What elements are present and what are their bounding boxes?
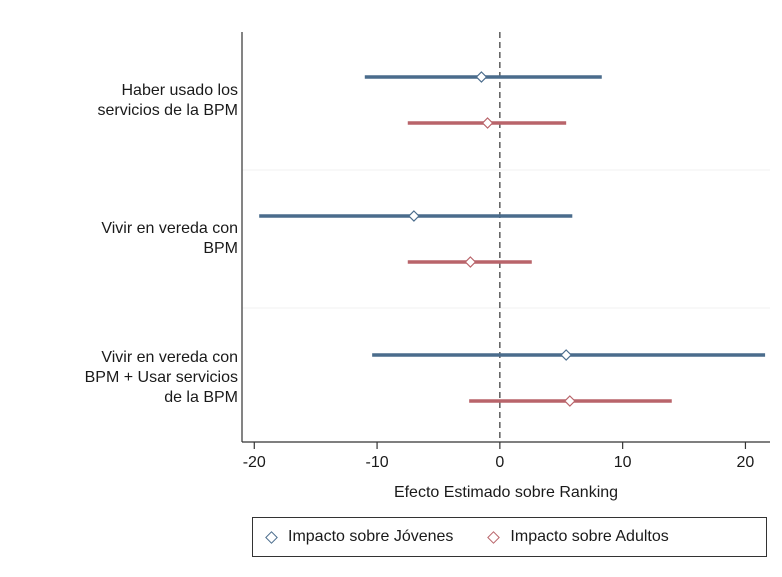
x-tick-label-0: -20 xyxy=(243,454,266,471)
estimate-marker-jovenes-1 xyxy=(475,71,488,83)
estimate-marker-adultos-2 xyxy=(464,256,477,268)
x-tick-label-2: 0 xyxy=(495,454,504,471)
legend-label-adultos: Impacto sobre Adultos xyxy=(510,528,669,545)
estimate-marker-adultos-1 xyxy=(481,117,494,129)
x-tick-label-3: 10 xyxy=(614,454,632,471)
legend-item-adultos: Impacto sobre Adultos xyxy=(487,528,669,546)
estimate-marker-adultos-3 xyxy=(564,395,576,407)
legend-marker-jovenes xyxy=(265,530,278,544)
estimate-marker-jovenes-2 xyxy=(408,210,420,222)
x-tick-label-1: -10 xyxy=(366,454,389,471)
legend-marker-adultos xyxy=(487,530,501,544)
legend-item-jovenes: Impacto sobre Jóvenes xyxy=(265,528,454,546)
category-label-1: Haber usado los servicios de la BPM xyxy=(97,82,239,119)
category-label-2: Vivir en vereda con BPM xyxy=(101,220,238,257)
x-axis-label: Efecto Estimado sobre Ranking xyxy=(393,484,619,501)
estimate-marker-jovenes-3 xyxy=(560,349,573,361)
legend: Impacto sobre Jóvenes Impacto sobre Adul… xyxy=(252,517,767,557)
category-label-3: Vivir en vereda con BPM + Usar servicios… xyxy=(84,349,238,406)
x-tick-label-4: 20 xyxy=(737,454,755,471)
legend-label-jovenes: Impacto sobre Jóvenes xyxy=(288,528,454,545)
